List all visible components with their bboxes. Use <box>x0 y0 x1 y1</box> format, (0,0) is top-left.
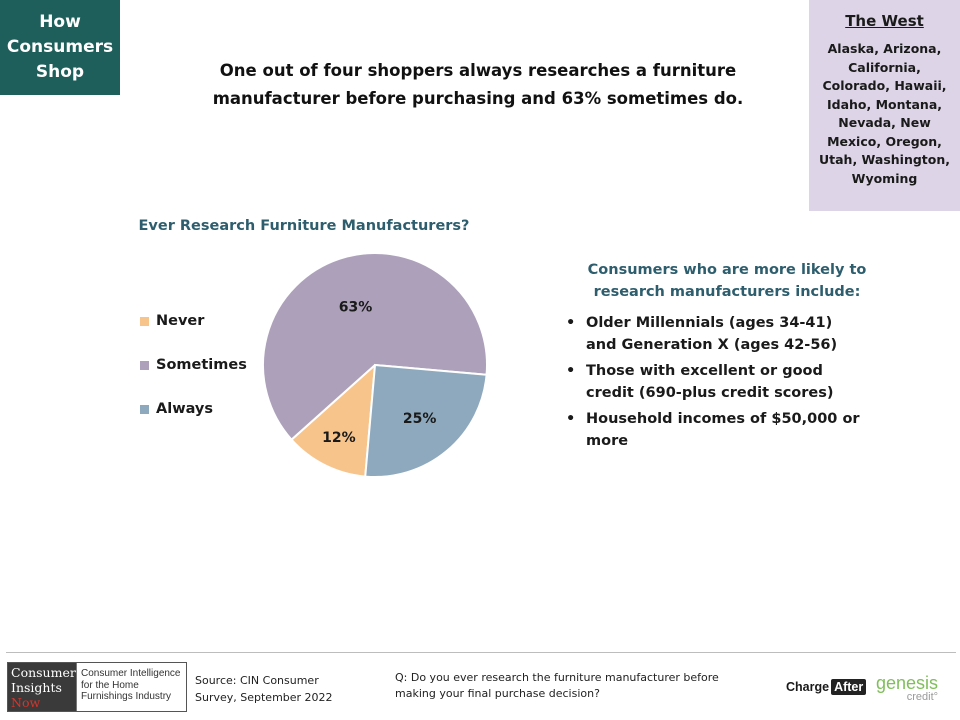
bullet-dot-icon: • <box>566 315 576 331</box>
legend-item-always: Always <box>140 398 247 420</box>
bullet-text: Older Millennials (ages 34-41) and Gener… <box>586 315 838 353</box>
chargeafter-logo: Charge After <box>786 679 867 695</box>
badge-line: Consumers <box>6 37 114 57</box>
cin-tagline-line: Furnishings Industry <box>81 691 172 702</box>
chargeafter-logo-part2: After <box>831 679 867 695</box>
region-title: The West <box>845 12 924 30</box>
insights-list: • Older Millennials (ages 34-41) and Gen… <box>566 312 866 456</box>
bullet-dot-icon: • <box>566 411 576 427</box>
legend-item-never: Never <box>140 310 247 332</box>
pie-slice-always <box>364 363 488 478</box>
cin-logo: Consumer Insights Now Consumer Intellige… <box>7 662 187 712</box>
pie-chart: 12% 63% 25% <box>262 252 488 478</box>
list-item: • Those with excellent or good credit (6… <box>566 360 866 404</box>
genesis-logo-sub: credit° <box>906 691 939 703</box>
cin-logo-line: Now <box>11 695 41 710</box>
cin-logo-line: Consumer <box>11 665 76 680</box>
legend-label-sometimes: Sometimes <box>156 357 247 373</box>
legend-swatch-always <box>140 404 149 414</box>
chart-legend: Never Sometimes Always <box>140 310 247 442</box>
legend-label-always: Always <box>156 401 214 417</box>
survey-question: Q: Do you ever research the furniture ma… <box>395 671 719 700</box>
source-note: Source: CIN Consumer Survey, September 2… <box>195 674 333 704</box>
pie-label-never: 12% <box>322 430 356 446</box>
badge-line: Shop <box>35 62 85 82</box>
badge-line: How <box>39 12 81 32</box>
section-badge: How Consumers Shop <box>0 0 120 95</box>
chargeafter-logo-part1: Charge <box>786 680 830 694</box>
cin-logo-brand: Consumer Insights Now <box>8 663 76 711</box>
chart-title: Ever Research Furniture Manufacturers? <box>138 218 470 234</box>
bullet-dot-icon: • <box>566 363 576 379</box>
bullet-text: Household incomes of $50,000 or more <box>586 411 860 449</box>
legend-swatch-never <box>140 316 149 326</box>
genesis-logo-word: genesis <box>876 673 939 693</box>
insights-heading: Consumers who are more likely to researc… <box>587 262 867 300</box>
footer-divider <box>6 652 956 653</box>
headline: One out of four shoppers always research… <box>212 61 744 108</box>
region-states: Alaska, Arizona, California, Colorado, H… <box>818 41 951 186</box>
legend-item-sometimes: Sometimes <box>140 354 247 376</box>
list-item: • Household incomes of $50,000 or more <box>566 408 866 452</box>
cin-tagline-line: for the Home <box>81 679 139 691</box>
pie-slice-sometimes <box>262 252 488 442</box>
cin-logo-line: Insights <box>11 680 62 695</box>
region-box: The West Alaska, Arizona, California, Co… <box>809 0 960 211</box>
pie-label-sometimes: 63% <box>339 300 373 316</box>
legend-swatch-sometimes <box>140 360 149 370</box>
genesis-credit-logo: genesis credit° <box>876 674 938 703</box>
bullet-text: Those with excellent or good credit (690… <box>586 363 834 401</box>
pie-label-always: 25% <box>403 411 437 427</box>
legend-label-never: Never <box>156 313 205 329</box>
cin-logo-tagline: Consumer Intelligence for the Home Furni… <box>76 663 186 711</box>
list-item: • Older Millennials (ages 34-41) and Gen… <box>566 312 866 356</box>
pie-slice-never <box>290 362 377 478</box>
cin-tagline-line: Consumer Intelligence <box>81 668 181 679</box>
